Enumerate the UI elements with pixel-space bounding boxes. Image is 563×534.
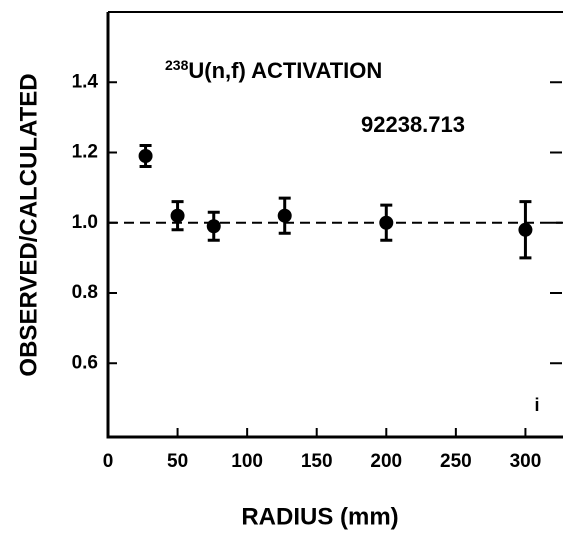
point: [518, 222, 533, 237]
y-tick-label: 1.0: [72, 212, 98, 233]
x-tick-label: 300: [510, 451, 542, 472]
x-tick-label: 200: [370, 451, 402, 472]
point: [206, 219, 221, 234]
y-tick-label: 1.2: [72, 142, 98, 163]
annotation-text: U(n,f) ACTIVATION: [188, 58, 382, 83]
point: [277, 208, 292, 223]
annotation: 238U(n,f) ACTIVATION: [165, 57, 382, 83]
y-axis-label: OBSERVED/CALCULATED: [15, 73, 42, 376]
x-tick-label: 250: [440, 451, 472, 472]
point: [138, 149, 153, 164]
point: [170, 208, 185, 223]
x-tick-label: 50: [167, 451, 188, 472]
point: [379, 215, 394, 230]
x-tick-label: 150: [301, 451, 333, 472]
x-tick-label: 0: [103, 451, 114, 472]
superscript: 238: [165, 57, 189, 73]
x-tick-label: 100: [231, 451, 263, 472]
annotation: 92238.713: [361, 112, 465, 137]
y-tick-label: 1.4: [72, 71, 99, 92]
annotation: i: [534, 395, 539, 415]
y-tick-label: 0.6: [72, 352, 98, 373]
x-axis-label: RADIUS (mm): [241, 503, 398, 530]
y-tick-label: 0.8: [72, 282, 98, 303]
